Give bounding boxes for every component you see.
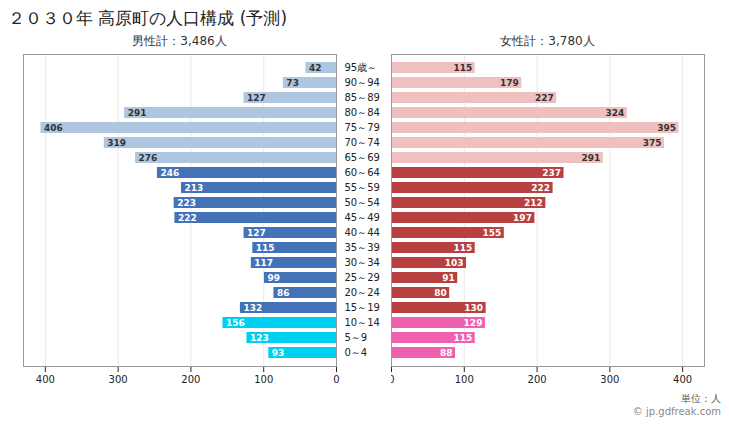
svg-text:99: 99 [267,273,280,283]
svg-text:324: 324 [606,108,625,118]
svg-text:237: 237 [542,168,561,178]
svg-text:85～89: 85～89 [345,92,380,103]
html-text:２０３０年 高原町の人口構成 (予測): ２０３０年 高原町の人口構成 (予測) [8,8,288,28]
svg-text:115: 115 [453,333,472,343]
svg-text:30～34: 30～34 [345,257,380,268]
svg-text:45～49: 45～49 [345,212,380,223]
svg-text:80: 80 [434,288,447,298]
svg-text:0～4: 0～4 [345,347,368,358]
svg-text:222: 222 [531,183,550,193]
svg-text:300: 300 [109,374,128,385]
svg-text:35～39: 35～39 [345,242,380,253]
svg-text:179: 179 [500,78,519,88]
svg-text:130: 130 [464,303,483,313]
svg-text:200: 200 [528,374,547,385]
svg-text:103: 103 [445,258,464,268]
svg-text:70～74: 70～74 [345,137,380,148]
svg-text:200: 200 [181,374,200,385]
svg-text:65～69: 65～69 [345,152,380,163]
svg-text:73: 73 [286,78,299,88]
svg-text:291: 291 [582,153,601,163]
svg-text:123: 123 [250,333,269,343]
html-text:単位：人: 単位：人 [681,393,721,404]
svg-text:406: 406 [44,123,63,133]
svg-text:60～64: 60～64 [345,167,380,178]
svg-text:127: 127 [247,93,266,103]
svg-text:0: 0 [333,374,339,385]
svg-text:88: 88 [440,348,453,358]
svg-text:25～29: 25～29 [345,272,380,283]
svg-text:115: 115 [256,243,275,253]
svg-text:197: 197 [513,213,532,223]
svg-text:222: 222 [178,213,197,223]
svg-text:127: 127 [247,228,266,238]
svg-text:86: 86 [277,288,290,298]
svg-text:100: 100 [254,374,273,385]
svg-text:40～44: 40～44 [345,227,380,238]
svg-text:213: 213 [184,183,203,193]
svg-text:0: 0 [391,374,395,385]
svg-text:75～79: 75～79 [345,122,380,133]
svg-text:223: 223 [177,198,196,208]
svg-text:132: 132 [243,303,262,313]
svg-text:395: 395 [657,123,676,133]
svg-text:227: 227 [535,93,554,103]
svg-text:115: 115 [453,63,472,73]
html-text:男性計：3,486人: 男性計：3,486人 [132,34,227,48]
svg-text:20～24: 20～24 [345,287,380,298]
svg-text:276: 276 [139,153,158,163]
svg-text:400: 400 [36,374,55,385]
svg-text:5～9: 5～9 [345,332,368,343]
svg-text:93: 93 [272,348,285,358]
svg-text:95歳～: 95歳～ [345,62,378,73]
svg-text:400: 400 [673,374,692,385]
html-text:女性計：3,780人: 女性計：3,780人 [500,34,595,48]
svg-text:55～59: 55～59 [345,182,380,193]
svg-text:80～84: 80～84 [345,107,380,118]
svg-text:15～19: 15～19 [345,302,380,313]
svg-text:300: 300 [600,374,619,385]
svg-text:117: 117 [254,258,273,268]
svg-text:156: 156 [226,318,245,328]
svg-text:291: 291 [128,108,147,118]
svg-text:129: 129 [464,318,483,328]
svg-text:10～14: 10～14 [345,317,380,328]
svg-text:212: 212 [524,198,543,208]
svg-text:319: 319 [107,138,126,148]
svg-text:100: 100 [455,374,474,385]
svg-text:42: 42 [309,63,322,73]
svg-text:375: 375 [643,138,662,148]
html-text:© jp.gdfreak.com: © jp.gdfreak.com [632,406,721,417]
svg-text:91: 91 [442,273,455,283]
svg-text:90～94: 90～94 [345,77,380,88]
svg-text:246: 246 [160,168,179,178]
svg-text:155: 155 [483,228,502,238]
svg-text:115: 115 [453,243,472,253]
svg-text:50～54: 50～54 [345,197,380,208]
